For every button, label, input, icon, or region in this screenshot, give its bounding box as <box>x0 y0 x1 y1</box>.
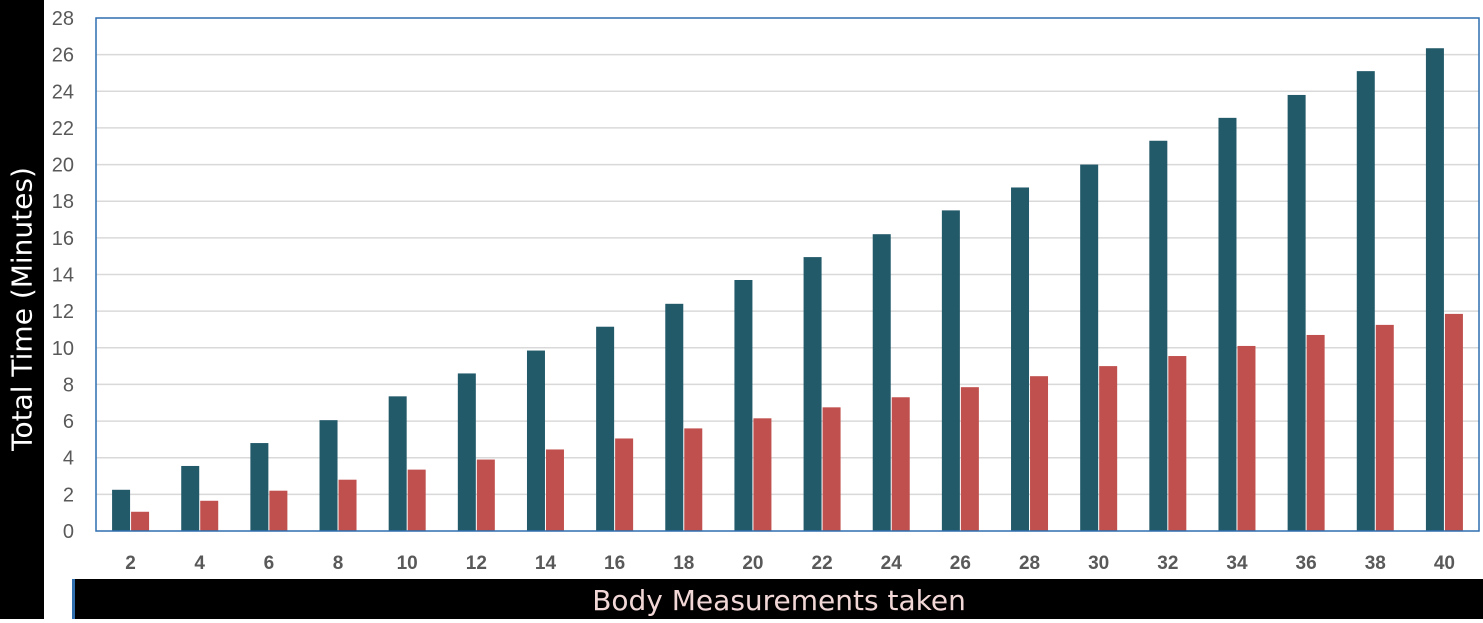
y-tick-label: 12 <box>52 301 74 323</box>
y-tick-label: 16 <box>52 228 74 250</box>
bar-series-1 <box>1287 94 1306 531</box>
x-tick-label: 6 <box>264 553 275 574</box>
x-tick-label: 12 <box>466 553 487 574</box>
bar-series-1 <box>1218 117 1237 532</box>
bar-series-1 <box>250 443 269 531</box>
y-tick-label: 26 <box>52 45 74 67</box>
y-tick-label: 6 <box>63 411 74 433</box>
x-tick-label: 18 <box>673 553 694 574</box>
x-tick-label: 20 <box>742 553 763 574</box>
bar-series-1 <box>872 234 891 531</box>
bar-series-2 <box>822 407 841 531</box>
bar-series-2 <box>269 490 288 531</box>
bar-series-2 <box>200 500 219 531</box>
bar-series-2 <box>338 479 357 531</box>
x-axis-title-bar: Body Measurements taken <box>72 579 1483 619</box>
bar-series-1 <box>596 326 615 531</box>
bar-series-2 <box>545 449 564 531</box>
bar-series-1 <box>803 257 822 531</box>
bar-series-2 <box>891 397 910 531</box>
y-tick-label: 8 <box>63 374 74 396</box>
bar-series-1 <box>319 420 338 531</box>
bar-series-2 <box>1030 376 1049 531</box>
bar-series-2 <box>1237 345 1256 531</box>
bar-series-1 <box>1356 71 1375 531</box>
bar-series-2 <box>615 438 634 531</box>
bar-series-2 <box>1168 356 1187 531</box>
bar-series-1 <box>665 303 684 531</box>
y-tick-label: 0 <box>63 521 74 543</box>
y-tick-label: 4 <box>63 448 74 470</box>
x-tick-label: 16 <box>604 553 625 574</box>
x-tick-label: 22 <box>812 553 833 574</box>
bar-series-2 <box>1375 324 1394 531</box>
y-tick-label: 14 <box>52 265 74 287</box>
bar-series-1 <box>526 350 545 531</box>
bar-series-2 <box>684 428 703 531</box>
plot-border <box>95 17 1480 532</box>
y-tick-label: 24 <box>52 81 74 103</box>
x-tick-label: 24 <box>881 553 903 574</box>
bar-series-1 <box>1080 164 1099 532</box>
y-axis-title: Total Time (Minutes) <box>5 167 39 451</box>
y-tick-label: 18 <box>52 191 74 213</box>
bar-series-1 <box>388 396 407 531</box>
bar-series-1 <box>1011 187 1030 532</box>
x-tick-label: 34 <box>1226 553 1248 574</box>
x-tick-labels: 2 4 6 8 10 12 14 16 18 20 22 24 26 28 30 32 34 36 38 40 <box>125 553 1455 574</box>
bar-series-2 <box>960 387 979 531</box>
y-tick-label: 2 <box>63 484 74 506</box>
x-tick-label: 38 <box>1365 553 1386 574</box>
x-tick-label: 28 <box>1019 553 1040 574</box>
x-tick-label: 4 <box>194 553 205 574</box>
x-tick-label: 40 <box>1434 553 1455 574</box>
bar-series-2 <box>407 469 426 531</box>
x-tick-label: 8 <box>333 553 344 574</box>
bar-series-1 <box>1149 140 1168 531</box>
y-axis-title-bar: Total Time (Minutes) <box>0 0 44 619</box>
y-tick-label: 22 <box>52 118 74 140</box>
bar-series-2 <box>476 459 495 531</box>
y-tick-label: 10 <box>52 338 74 360</box>
y-tick-label: 20 <box>52 155 74 177</box>
x-tick-label: 14 <box>535 553 557 574</box>
bar-series-1 <box>941 210 960 531</box>
bar-series-2 <box>1099 366 1118 531</box>
bar-series-1 <box>734 279 753 531</box>
bar-series-1 <box>1425 48 1444 532</box>
x-tick-label: 10 <box>397 553 418 574</box>
bars <box>112 48 1463 532</box>
bar-series-2 <box>1306 334 1325 531</box>
x-tick-label: 36 <box>1296 553 1317 574</box>
bar-series-2 <box>1444 313 1463 531</box>
bar-series-1 <box>457 373 476 531</box>
y-tick-label: 28 <box>52 8 74 30</box>
x-tick-label: 2 <box>125 553 136 574</box>
x-tick-label: 30 <box>1088 553 1109 574</box>
x-tick-label: 32 <box>1157 553 1178 574</box>
bar-series-1 <box>181 465 200 531</box>
gridlines <box>96 53 1479 496</box>
x-tick-label: 26 <box>950 553 971 574</box>
bar-series-2 <box>753 418 772 531</box>
bar-series-2 <box>131 511 150 531</box>
x-axis-title: Body Measurements taken <box>592 584 966 617</box>
bar-series-1 <box>112 489 131 531</box>
